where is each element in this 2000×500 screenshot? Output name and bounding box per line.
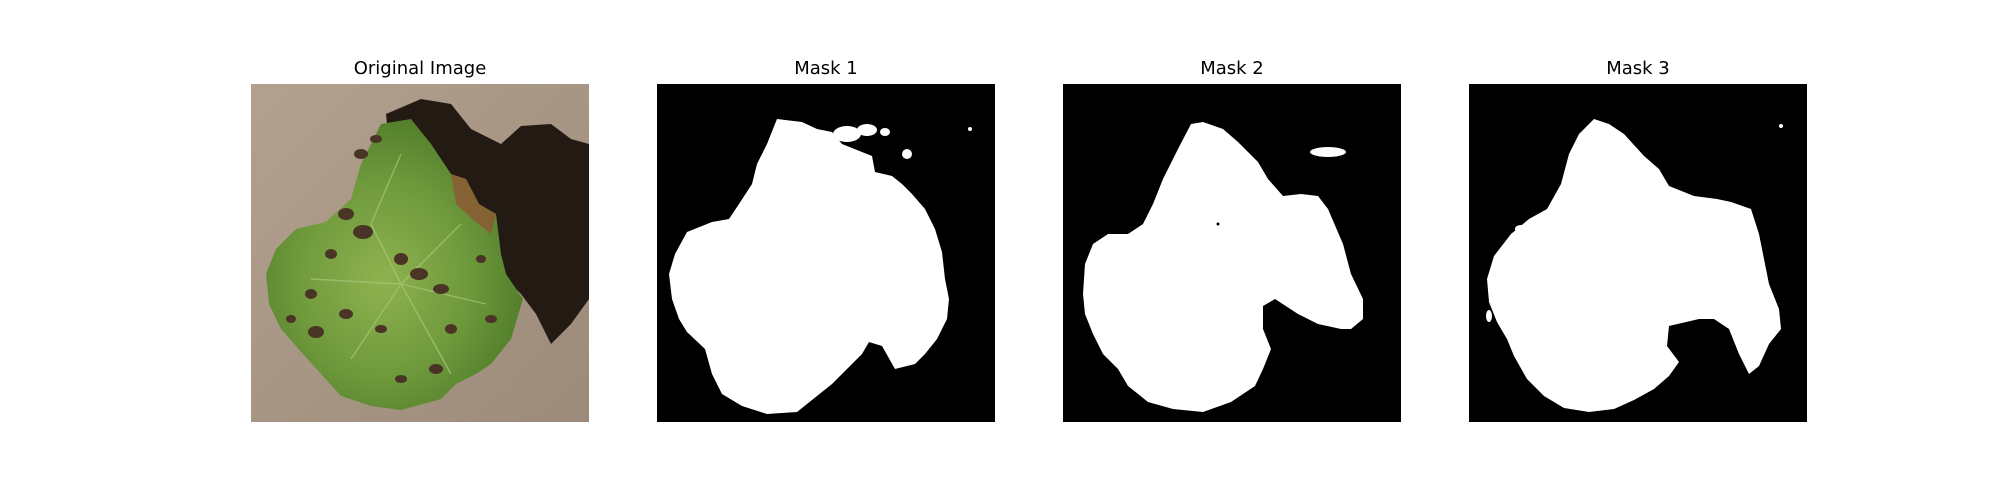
panel-mask-2: Mask 2 bbox=[1063, 0, 1401, 500]
mask-2-image bbox=[1063, 84, 1401, 422]
panel-title: Mask 1 bbox=[794, 58, 858, 79]
mask-1-inner-hole bbox=[869, 346, 882, 369]
panel-title: Original Image bbox=[353, 58, 487, 79]
mask-2-leaf-region bbox=[1083, 122, 1363, 412]
mask-1-leaf-region bbox=[669, 119, 949, 414]
panel-title: Mask 2 bbox=[1200, 58, 1264, 79]
leaf-lesions bbox=[286, 135, 497, 383]
mask-3-image bbox=[1469, 84, 1807, 422]
mask-3-blobs bbox=[1486, 124, 1783, 322]
mask-2-speck bbox=[1216, 222, 1220, 226]
mask-2-blob bbox=[1310, 147, 1346, 157]
mask-3-leaf-region bbox=[1487, 119, 1781, 412]
mask-1-image bbox=[657, 84, 995, 422]
panel-original-image: Original Image bbox=[251, 0, 589, 500]
original-leaf-photo bbox=[251, 84, 589, 422]
panel-mask-3: Mask 3 bbox=[1469, 0, 1807, 500]
panel-title: Mask 3 bbox=[1606, 58, 1670, 79]
panel-mask-1: Mask 1 bbox=[657, 0, 995, 500]
mask-1-blobs bbox=[833, 124, 972, 159]
leaf-blight-edge bbox=[451, 174, 496, 234]
